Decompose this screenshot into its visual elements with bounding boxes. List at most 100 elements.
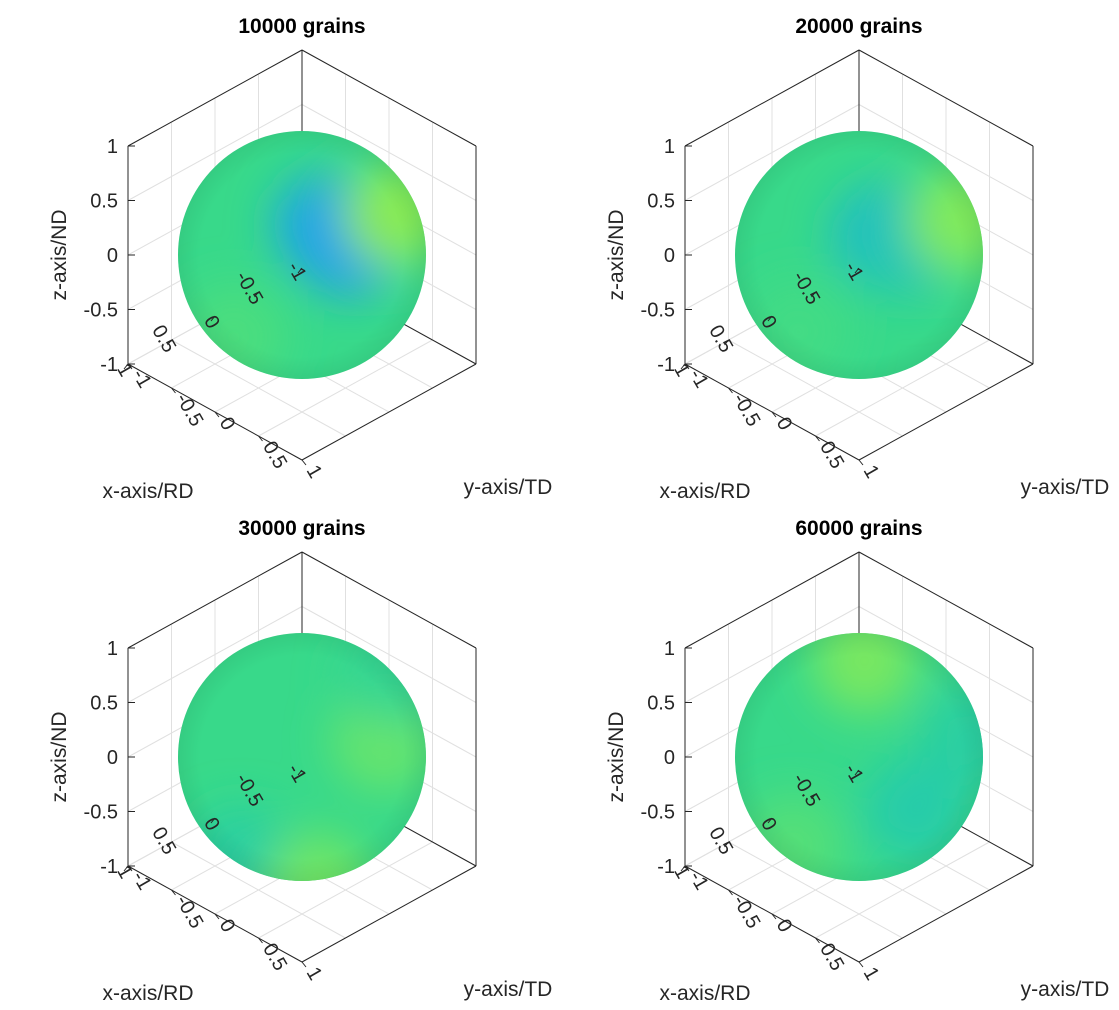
y-tick-mark <box>301 961 307 968</box>
z-tick-label: 1 <box>664 136 675 158</box>
x-tick-mark <box>680 865 686 872</box>
y-tick-mark <box>127 865 133 872</box>
chart-title: 20000 grains <box>795 15 922 38</box>
axis-edge <box>858 363 1034 461</box>
z-tick-label: -1 <box>100 354 118 376</box>
gridline <box>301 104 477 201</box>
gridline <box>858 104 1034 201</box>
z-tick-label: -0.5 <box>641 300 675 322</box>
axis-edge <box>858 865 1034 963</box>
z-tick-label: 0.5 <box>647 191 675 213</box>
z-tick-label: 0.5 <box>90 191 118 213</box>
y-tick-mark <box>858 459 864 466</box>
chart-title: 60000 grains <box>795 517 922 540</box>
x-tick-mark <box>297 769 303 776</box>
y-tick-mark <box>171 889 176 896</box>
gridline <box>684 104 860 201</box>
z-tick-label: -1 <box>657 354 675 376</box>
gridline <box>171 841 346 939</box>
x-tick-label: 0.5 <box>147 823 180 858</box>
z-axis-label: z-axis/ND <box>605 711 628 802</box>
y-tick-mark <box>301 459 307 466</box>
y-tick-mark <box>728 889 733 896</box>
axis-edge <box>858 49 1034 147</box>
axis-edge <box>301 551 477 649</box>
y-axis-label: y-axis/TD <box>464 978 553 1001</box>
x-tick-mark <box>210 315 216 322</box>
y-axis-label: y-axis/TD <box>1021 476 1110 499</box>
z-axis-label: z-axis/ND <box>605 209 628 300</box>
axis-edge <box>301 49 477 147</box>
y-tick-label: 0.5 <box>815 438 848 473</box>
gridline <box>258 339 433 437</box>
axis-edge <box>127 49 303 147</box>
y-tick-label: -0.5 <box>728 892 764 933</box>
chart-panel: -1 -1 -1 -0.5 -0.5 -0.5 0 0 0 0.5 0.5 0.5 1 1 1 30000 g… <box>0 502 559 1007</box>
x-tick-mark <box>767 315 773 322</box>
y-tick-mark <box>258 937 263 944</box>
z-tick-label: 0.5 <box>90 693 118 715</box>
axes-box <box>684 49 1034 461</box>
sphere-surface <box>735 633 983 881</box>
sphere-surface <box>178 633 426 881</box>
chart-panel: -1 -1 -1 -0.5 -0.5 -0.5 0 0 0 0.5 0.5 0.5 1 1 1 20000 g… <box>557 0 1116 505</box>
x-tick-mark <box>254 291 259 298</box>
x-tick-mark <box>210 817 216 824</box>
axis-edge <box>127 551 303 649</box>
z-tick-label: 1 <box>664 638 675 660</box>
axis-edge <box>301 363 477 461</box>
chart-panel: -1 -1 -1 -0.5 -0.5 -0.5 0 0 0 0.5 0.5 0.5 1 1 1 10000 g… <box>0 0 559 505</box>
y-tick-mark <box>684 363 690 370</box>
x-tick-label: 0.5 <box>147 321 180 356</box>
gridline <box>815 841 990 939</box>
gridline <box>858 606 1034 703</box>
x-tick-mark <box>167 339 172 346</box>
z-tick-label: 0 <box>107 747 118 769</box>
y-tick-label: -0.5 <box>171 390 207 431</box>
z-tick-label: -1 <box>100 856 118 878</box>
axis-edge <box>684 551 860 649</box>
z-tick-label: 0 <box>664 245 675 267</box>
z-tick-label: -0.5 <box>641 802 675 824</box>
x-axis-label: x-axis/RD <box>102 480 193 503</box>
z-tick-label: 0 <box>107 245 118 267</box>
y-tick-label: -0.5 <box>171 892 207 933</box>
y-tick-mark <box>771 913 777 920</box>
gridline <box>258 841 433 939</box>
gridline <box>728 841 903 939</box>
gridline <box>127 606 303 703</box>
x-axis-label: x-axis/RD <box>659 480 750 503</box>
x-tick-mark <box>854 267 860 274</box>
y-tick-label: -0.5 <box>728 390 764 431</box>
y-tick-label: 0.5 <box>258 438 291 473</box>
x-tick-mark <box>297 267 303 274</box>
sphere-shade <box>178 131 426 379</box>
z-tick-label: -1 <box>657 856 675 878</box>
axis-edge <box>684 49 860 147</box>
x-tick-mark <box>724 339 729 346</box>
sphere-shade <box>735 131 983 379</box>
sphere-shade <box>178 633 426 881</box>
y-tick-mark <box>815 435 820 442</box>
x-tick-mark <box>767 817 773 824</box>
y-tick-mark <box>171 387 176 394</box>
z-tick-label: 1 <box>107 136 118 158</box>
sphere-surface <box>735 131 983 379</box>
gridline <box>171 339 346 437</box>
chart-title: 10000 grains <box>238 15 365 38</box>
z-tick-label: -0.5 <box>84 300 118 322</box>
x-tick-mark <box>811 793 816 800</box>
gridline <box>728 339 903 437</box>
y-tick-mark <box>214 411 220 418</box>
y-tick-label: 0.5 <box>258 940 291 975</box>
y-tick-mark <box>684 865 690 872</box>
y-tick-mark <box>858 961 864 968</box>
z-tick-label: 1 <box>107 638 118 660</box>
y-tick-mark <box>214 913 220 920</box>
x-tick-mark <box>167 841 172 848</box>
x-tick-mark <box>680 363 686 370</box>
x-tick-mark <box>811 291 816 298</box>
gridline <box>815 339 990 437</box>
